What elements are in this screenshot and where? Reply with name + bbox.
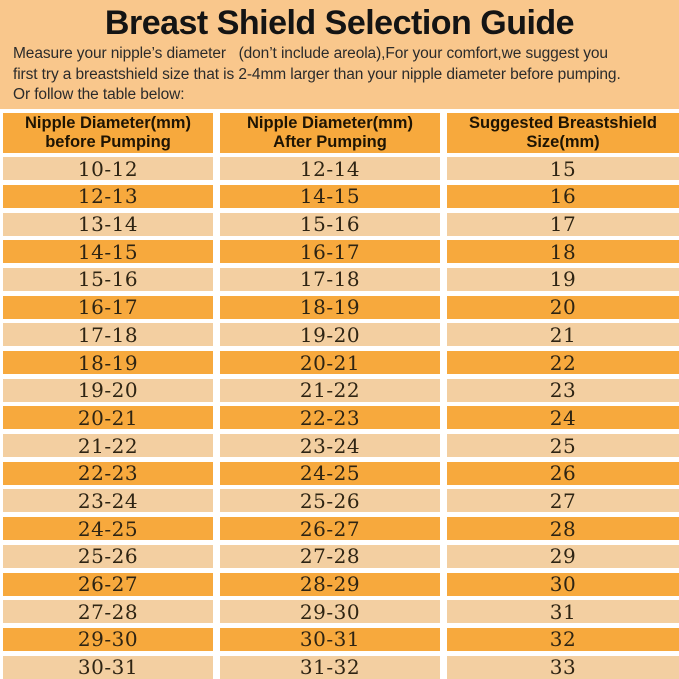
cell-before-pumping: 27-28 — [3, 600, 213, 624]
cell-after-pumping: 20-21 — [220, 351, 440, 375]
intro-line-1: Measure your nipple’s diameter (don’t in… — [13, 45, 608, 62]
cell-before-pumping: 24-25 — [3, 517, 213, 541]
cell-suggested-size: 20 — [447, 295, 679, 319]
cell-before-pumping: 17-18 — [3, 323, 213, 347]
col-header-line: After Pumping — [273, 132, 387, 151]
intro-line-3: Or follow the table below: — [13, 86, 185, 103]
col-header-line: before Pumping — [45, 132, 171, 151]
cell-after-pumping: 27-28 — [220, 544, 440, 568]
cell-suggested-size: 33 — [447, 655, 679, 679]
col-header-line: Nipple Diameter(mm) — [247, 113, 413, 132]
cell-suggested-size: 26 — [447, 461, 679, 485]
col-header-line: Nipple Diameter(mm) — [25, 113, 191, 132]
cell-suggested-size: 18 — [447, 240, 679, 264]
cell-after-pumping: 19-20 — [220, 323, 440, 347]
cell-before-pumping: 29-30 — [3, 627, 213, 651]
cell-after-pumping: 15-16 — [220, 212, 440, 236]
col-header-suggested-size: Suggested Breastshield Size(mm) — [447, 112, 679, 153]
cell-suggested-size: 15 — [447, 157, 679, 181]
intro-line-2: first try a breastshield size that is 2-… — [13, 65, 621, 83]
cell-before-pumping: 10-12 — [3, 157, 213, 181]
cell-before-pumping: 14-15 — [3, 240, 213, 264]
cell-suggested-size: 30 — [447, 572, 679, 596]
cell-suggested-size: 21 — [447, 323, 679, 347]
cell-suggested-size: 27 — [447, 489, 679, 513]
size-table: Nipple Diameter(mm) before Pumping Nippl… — [0, 108, 679, 679]
cell-after-pumping: 26-27 — [220, 517, 440, 541]
cell-after-pumping: 18-19 — [220, 295, 440, 319]
cell-suggested-size: 23 — [447, 378, 679, 402]
cell-before-pumping: 21-22 — [3, 434, 213, 458]
cell-suggested-size: 28 — [447, 517, 679, 541]
cell-suggested-size: 24 — [447, 406, 679, 430]
col-header-before-pumping: Nipple Diameter(mm) before Pumping — [3, 112, 213, 153]
cell-after-pumping: 29-30 — [220, 600, 440, 624]
intro-text: Measure your nipple’s diameter (don’t in… — [13, 44, 679, 106]
cell-before-pumping: 15-16 — [3, 267, 213, 291]
cell-after-pumping: 21-22 — [220, 378, 440, 402]
cell-before-pumping: 19-20 — [3, 378, 213, 402]
page-title: Breast Shield Selection Guide — [104, 4, 575, 42]
cell-suggested-size: 29 — [447, 544, 679, 568]
cell-suggested-size: 25 — [447, 434, 679, 458]
cell-before-pumping: 13-14 — [3, 212, 213, 236]
cell-after-pumping: 12-14 — [220, 157, 440, 181]
cell-after-pumping: 30-31 — [220, 627, 440, 651]
cell-suggested-size: 17 — [447, 212, 679, 236]
col-header-line: Size(mm) — [526, 132, 600, 151]
cell-before-pumping: 16-17 — [3, 295, 213, 319]
cell-after-pumping: 23-24 — [220, 434, 440, 458]
cell-after-pumping: 17-18 — [220, 267, 440, 291]
cell-after-pumping: 22-23 — [220, 406, 440, 430]
cell-after-pumping: 24-25 — [220, 461, 440, 485]
cell-before-pumping: 18-19 — [3, 351, 213, 375]
cell-suggested-size: 31 — [447, 600, 679, 624]
cell-before-pumping: 26-27 — [3, 572, 213, 596]
cell-after-pumping: 25-26 — [220, 489, 440, 513]
cell-suggested-size: 32 — [447, 627, 679, 651]
cell-after-pumping: 14-15 — [220, 184, 440, 208]
cell-suggested-size: 16 — [447, 184, 679, 208]
col-header-after-pumping: Nipple Diameter(mm) After Pumping — [220, 112, 440, 153]
cell-before-pumping: 20-21 — [3, 406, 213, 430]
cell-suggested-size: 22 — [447, 351, 679, 375]
cell-after-pumping: 16-17 — [220, 240, 440, 264]
cell-before-pumping: 12-13 — [3, 184, 213, 208]
cell-before-pumping: 22-23 — [3, 461, 213, 485]
cell-before-pumping: 30-31 — [3, 655, 213, 679]
cell-suggested-size: 19 — [447, 267, 679, 291]
cell-after-pumping: 28-29 — [220, 572, 440, 596]
cell-before-pumping: 25-26 — [3, 544, 213, 568]
cell-before-pumping: 23-24 — [3, 489, 213, 513]
col-header-line: Suggested Breastshield — [469, 113, 657, 132]
cell-after-pumping: 31-32 — [220, 655, 440, 679]
